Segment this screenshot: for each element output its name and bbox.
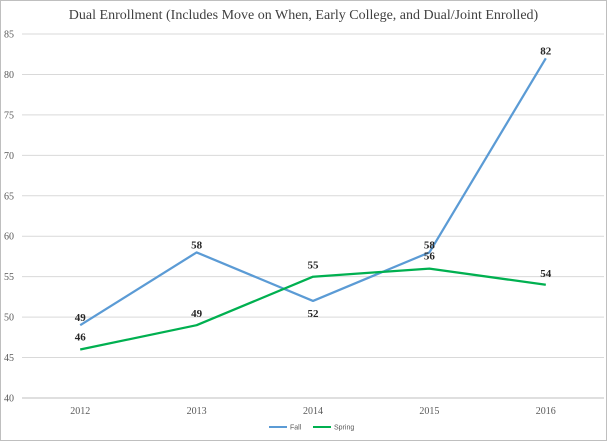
y-tick-label: 75 (4, 110, 14, 121)
data-label-fall: 52 (308, 308, 320, 320)
data-label-spring: 55 (308, 260, 320, 272)
series-line-fall (79, 57, 547, 327)
x-tick-label: 2015 (419, 406, 439, 417)
x-tick-label: 2013 (187, 406, 207, 417)
data-label-fall: 58 (191, 239, 203, 251)
legend-label-fall: Fall (290, 425, 302, 432)
x-tick-label: 2014 (303, 406, 323, 417)
x-tick-label: 2016 (536, 406, 556, 417)
y-tick-label: 60 (4, 232, 14, 243)
y-tick-label: 65 (4, 191, 14, 202)
series-line-spring (79, 267, 546, 351)
data-label-fall: 82 (540, 45, 552, 57)
chart-title: Dual Enrollment (Includes Move on When, … (68, 8, 539, 23)
y-tick-label: 85 (4, 30, 14, 41)
data-label-fall: 49 (75, 312, 87, 324)
y-tick-label: 55 (4, 272, 14, 283)
data-label-spring: 46 (75, 331, 87, 343)
data-label-spring: 49 (191, 308, 203, 320)
data-label-spring: 56 (424, 251, 436, 263)
legend-label-spring: Spring (334, 425, 354, 432)
data-label-fall: 58 (424, 239, 436, 251)
data-label-spring: 54 (540, 268, 552, 280)
y-tick-label: 45 (4, 353, 14, 364)
y-tick-label: 40 (4, 394, 14, 405)
y-tick-label: 80 (4, 70, 14, 81)
y-tick-label: 50 (4, 313, 14, 324)
x-tick-label: 2012 (70, 406, 90, 417)
y-tick-label: 70 (4, 151, 14, 162)
